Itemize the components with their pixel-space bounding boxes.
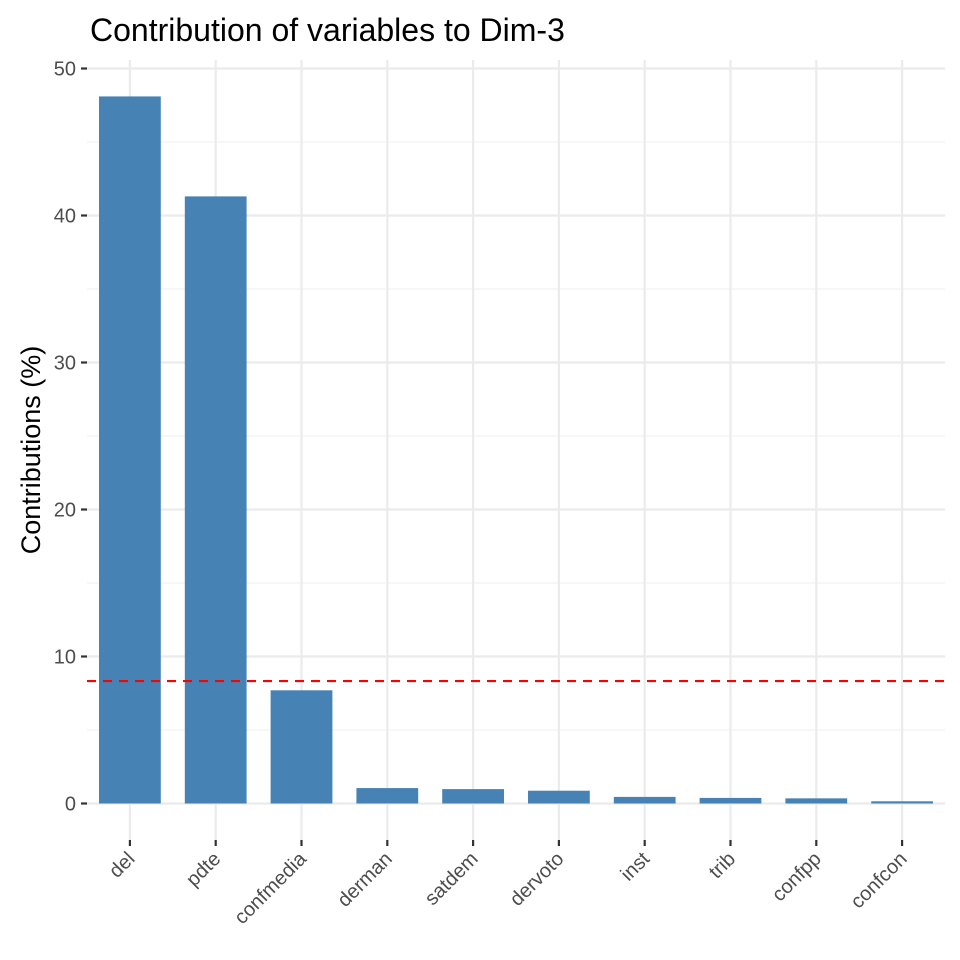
y-tick-label: 0 [65,794,76,816]
y-tick-label: 40 [54,206,76,228]
y-axis-label: Contributions (%) [16,346,46,555]
bar-inst [613,796,676,804]
y-tick-label: 10 [54,647,76,669]
bar-dervoto [528,790,590,804]
y-tick-label: 50 [54,59,76,81]
bar-confcon [871,801,933,804]
bar-derman [356,788,419,804]
bar-pdte [184,196,247,804]
bar-del [99,96,161,804]
bar-satdem [442,789,504,804]
bars [99,96,933,804]
bar-confpp [785,798,848,804]
bar-confmedia [270,690,333,804]
y-tick-label: 30 [54,353,76,375]
bar-trib [699,797,762,804]
chart-title: Contribution of variables to Dim-3 [90,12,565,48]
y-tick-label: 20 [54,500,76,522]
